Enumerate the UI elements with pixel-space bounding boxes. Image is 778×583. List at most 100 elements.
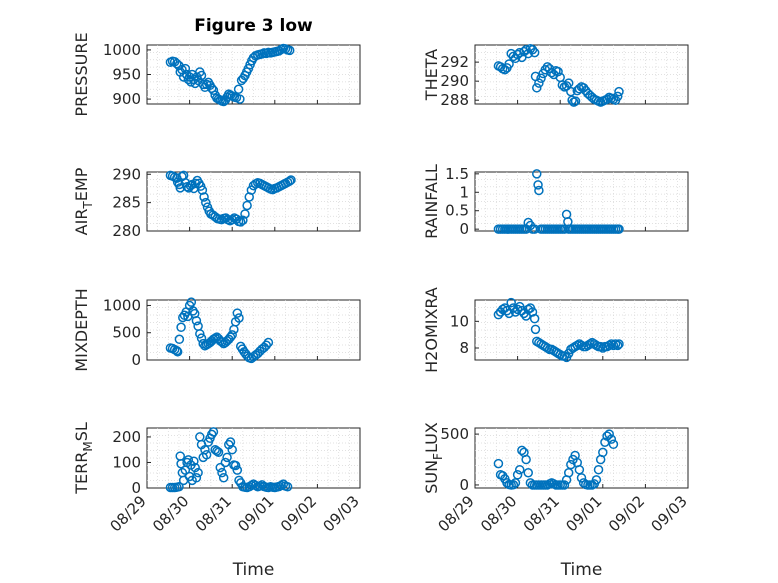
data-point [585, 339, 595, 349]
data-point [195, 329, 205, 339]
data-point [521, 454, 531, 465]
y-tick-label: 0 [131, 479, 141, 497]
plot-area [474, 171, 689, 232]
data-point [217, 467, 227, 478]
x-axis-label: Time [560, 560, 603, 580]
data-point [191, 473, 202, 483]
data-point [218, 473, 229, 483]
data-point [246, 185, 257, 195]
y-tick-label: 292 [440, 53, 469, 71]
subplot-3: 280 285 290 AIRTEMP [72, 165, 361, 240]
data-point [196, 333, 207, 343]
y-tick-label: 0.5 [445, 202, 469, 220]
data-point [532, 169, 542, 179]
y-axis-label: RAINFALL [422, 164, 441, 239]
data-point [176, 322, 186, 333]
data-point [215, 462, 226, 473]
data-point [261, 340, 272, 351]
x-tick-label: 09/02 [605, 492, 648, 535]
x-tick-label: 08/29 [107, 492, 150, 535]
data-point [181, 69, 192, 80]
x-tick-label: 08/30 [477, 492, 520, 535]
y-axis-label: THETA [422, 49, 441, 101]
data-point [222, 452, 232, 463]
data-point [527, 307, 538, 317]
data-point [220, 457, 231, 468]
data-point [207, 429, 217, 440]
data-point [576, 473, 587, 483]
data-point [227, 330, 237, 340]
data-point [553, 66, 563, 77]
data-point [227, 214, 237, 225]
x-tick-label: 09/01 [234, 492, 277, 535]
data-point [532, 83, 542, 93]
subplot-1: 900 950 1000 PRESSURE Figure 3 low [72, 16, 361, 117]
data-point [183, 455, 194, 465]
data-point [512, 470, 523, 480]
y-tick-label: 8 [459, 339, 469, 357]
data-point [606, 434, 617, 444]
y-tick-label: 280 [112, 222, 141, 240]
data-point [506, 297, 516, 308]
y-tick-label: 100 [112, 453, 141, 471]
y-axis-label: TERRMSL [72, 422, 95, 495]
data-point [233, 84, 244, 94]
y-tick-label: 290 [440, 72, 469, 90]
data-point [598, 447, 608, 458]
y-axis-label: AIRTEMP [72, 167, 95, 235]
x-tick-label: 09/02 [277, 492, 320, 535]
y-tick-label: 0 [459, 476, 469, 494]
data-point [240, 209, 250, 219]
data-point [263, 337, 274, 348]
subplot-8: 0 500 08/29 08/30 08/31 09/01 09/02 09/03 SUNFLU… [422, 422, 691, 580]
data-point [612, 91, 623, 102]
data-point [232, 308, 243, 318]
data-point [174, 481, 184, 492]
data-point [199, 192, 209, 202]
data-point [282, 481, 293, 492]
data-point [504, 59, 514, 69]
data-point [523, 467, 533, 478]
y-axis-label: H2OMIXRA [422, 287, 441, 373]
data-point [284, 176, 295, 186]
data-point [176, 458, 186, 469]
data-point [208, 427, 219, 437]
data-point [235, 217, 246, 227]
data-point [180, 63, 191, 74]
data-point [610, 339, 621, 349]
data-point [534, 185, 544, 196]
data-point [608, 340, 619, 351]
data-point [559, 480, 570, 490]
data-point [213, 447, 224, 458]
data-point [193, 467, 203, 478]
data-point [591, 475, 602, 485]
y-tick-label: 1000 [103, 296, 141, 314]
data-point [533, 180, 543, 190]
data-point [201, 197, 211, 208]
data-point [534, 78, 544, 88]
y-tick-label: 285 [112, 194, 141, 212]
x-tick-label: 08/31 [192, 492, 235, 535]
data-point [201, 450, 212, 460]
y-tick-label: 200 [112, 428, 141, 446]
data-point [493, 458, 504, 469]
y-tick-label: 290 [112, 165, 141, 183]
x-tick-label: 08/30 [149, 492, 192, 535]
data-point [614, 224, 624, 234]
y-tick-label: 288 [440, 91, 469, 109]
data-point [508, 479, 519, 490]
x-tick-label: 08/29 [435, 492, 478, 535]
data-point [172, 347, 183, 357]
data-point [566, 459, 576, 470]
data-point [612, 340, 623, 351]
y-tick-label: 1.5 [445, 165, 469, 183]
y-tick-label: 500 [112, 324, 141, 342]
data-point [529, 313, 540, 324]
x-tick-label: 09/01 [562, 492, 605, 535]
data-point [536, 73, 546, 84]
y-tick-label: 0 [459, 220, 469, 238]
y-tick-label: 1000 [103, 41, 141, 59]
data-point [238, 215, 248, 225]
